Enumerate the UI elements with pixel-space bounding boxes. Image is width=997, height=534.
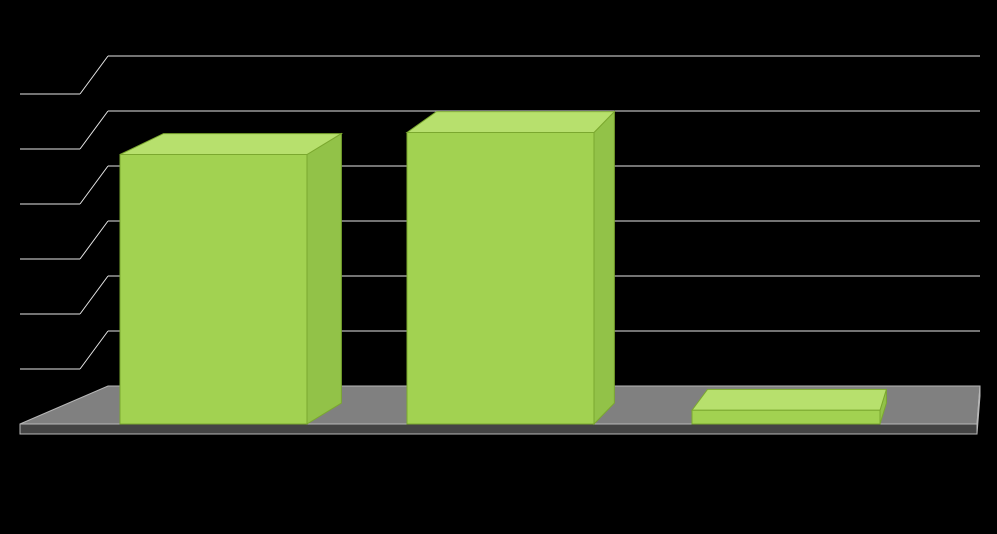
bar-1-side — [594, 112, 614, 424]
bar-0-side — [307, 134, 341, 424]
bar-2-front — [692, 410, 880, 424]
bar-0-front — [120, 155, 307, 425]
bar-1-front — [407, 133, 594, 425]
floor-front — [20, 424, 977, 434]
bar-2-top — [692, 389, 886, 410]
bar-chart-3d — [0, 0, 997, 534]
bar-1-top — [407, 112, 614, 133]
